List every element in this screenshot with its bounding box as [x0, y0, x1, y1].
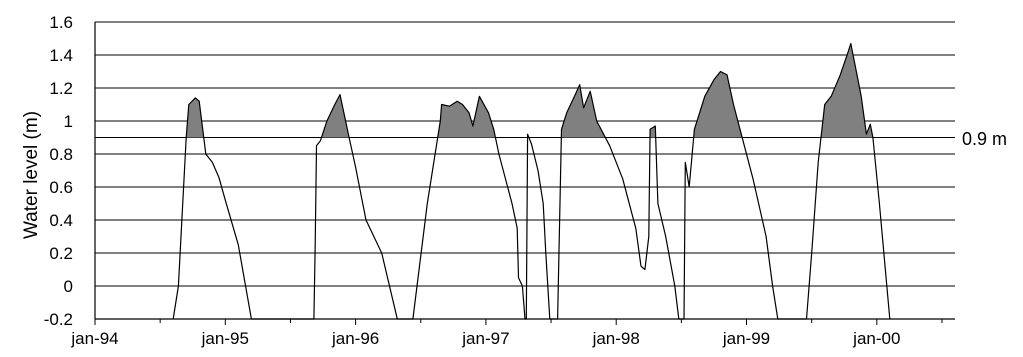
x-tick-label: jan-94 [70, 329, 118, 348]
y-tick-label: 0 [64, 277, 73, 296]
threshold-label: 0.9 m [962, 129, 1007, 149]
y-tick-label: 1.6 [49, 13, 73, 32]
water-level-line [172, 42, 891, 320]
axes [94, 22, 955, 325]
y-tick-label: 0.8 [49, 145, 73, 164]
tick-labels: -0.2 0 0.2 0.4 0.6 0.8 1 1.2 1.4 1.6 jan-94 jan-95 j… [44, 13, 901, 348]
above-threshold-fill [173, 43, 890, 138]
y-tick-label: 1 [64, 112, 73, 131]
y-tick-label: 0.4 [49, 211, 73, 230]
y-tick-label: 1.2 [49, 79, 73, 98]
y-tick-label: -0.2 [44, 310, 73, 329]
x-tick-label: jan-00 [852, 329, 900, 348]
x-tick-label: jan-99 [722, 329, 770, 348]
y-tick-label: 0.6 [49, 178, 73, 197]
y-tick-label: 0.2 [49, 244, 73, 263]
above-threshold-area [173, 43, 890, 138]
gridlines [95, 21, 955, 287]
y-tick-label: 1.4 [49, 46, 73, 65]
x-tick-label: jan-95 [201, 329, 249, 348]
x-tick-label: jan-96 [331, 329, 379, 348]
y-axis-title: Water level (m) [21, 111, 42, 239]
x-tick-label: jan-98 [592, 329, 640, 348]
x-tick-label: jan-97 [461, 329, 509, 348]
water-level-series [172, 42, 891, 320]
